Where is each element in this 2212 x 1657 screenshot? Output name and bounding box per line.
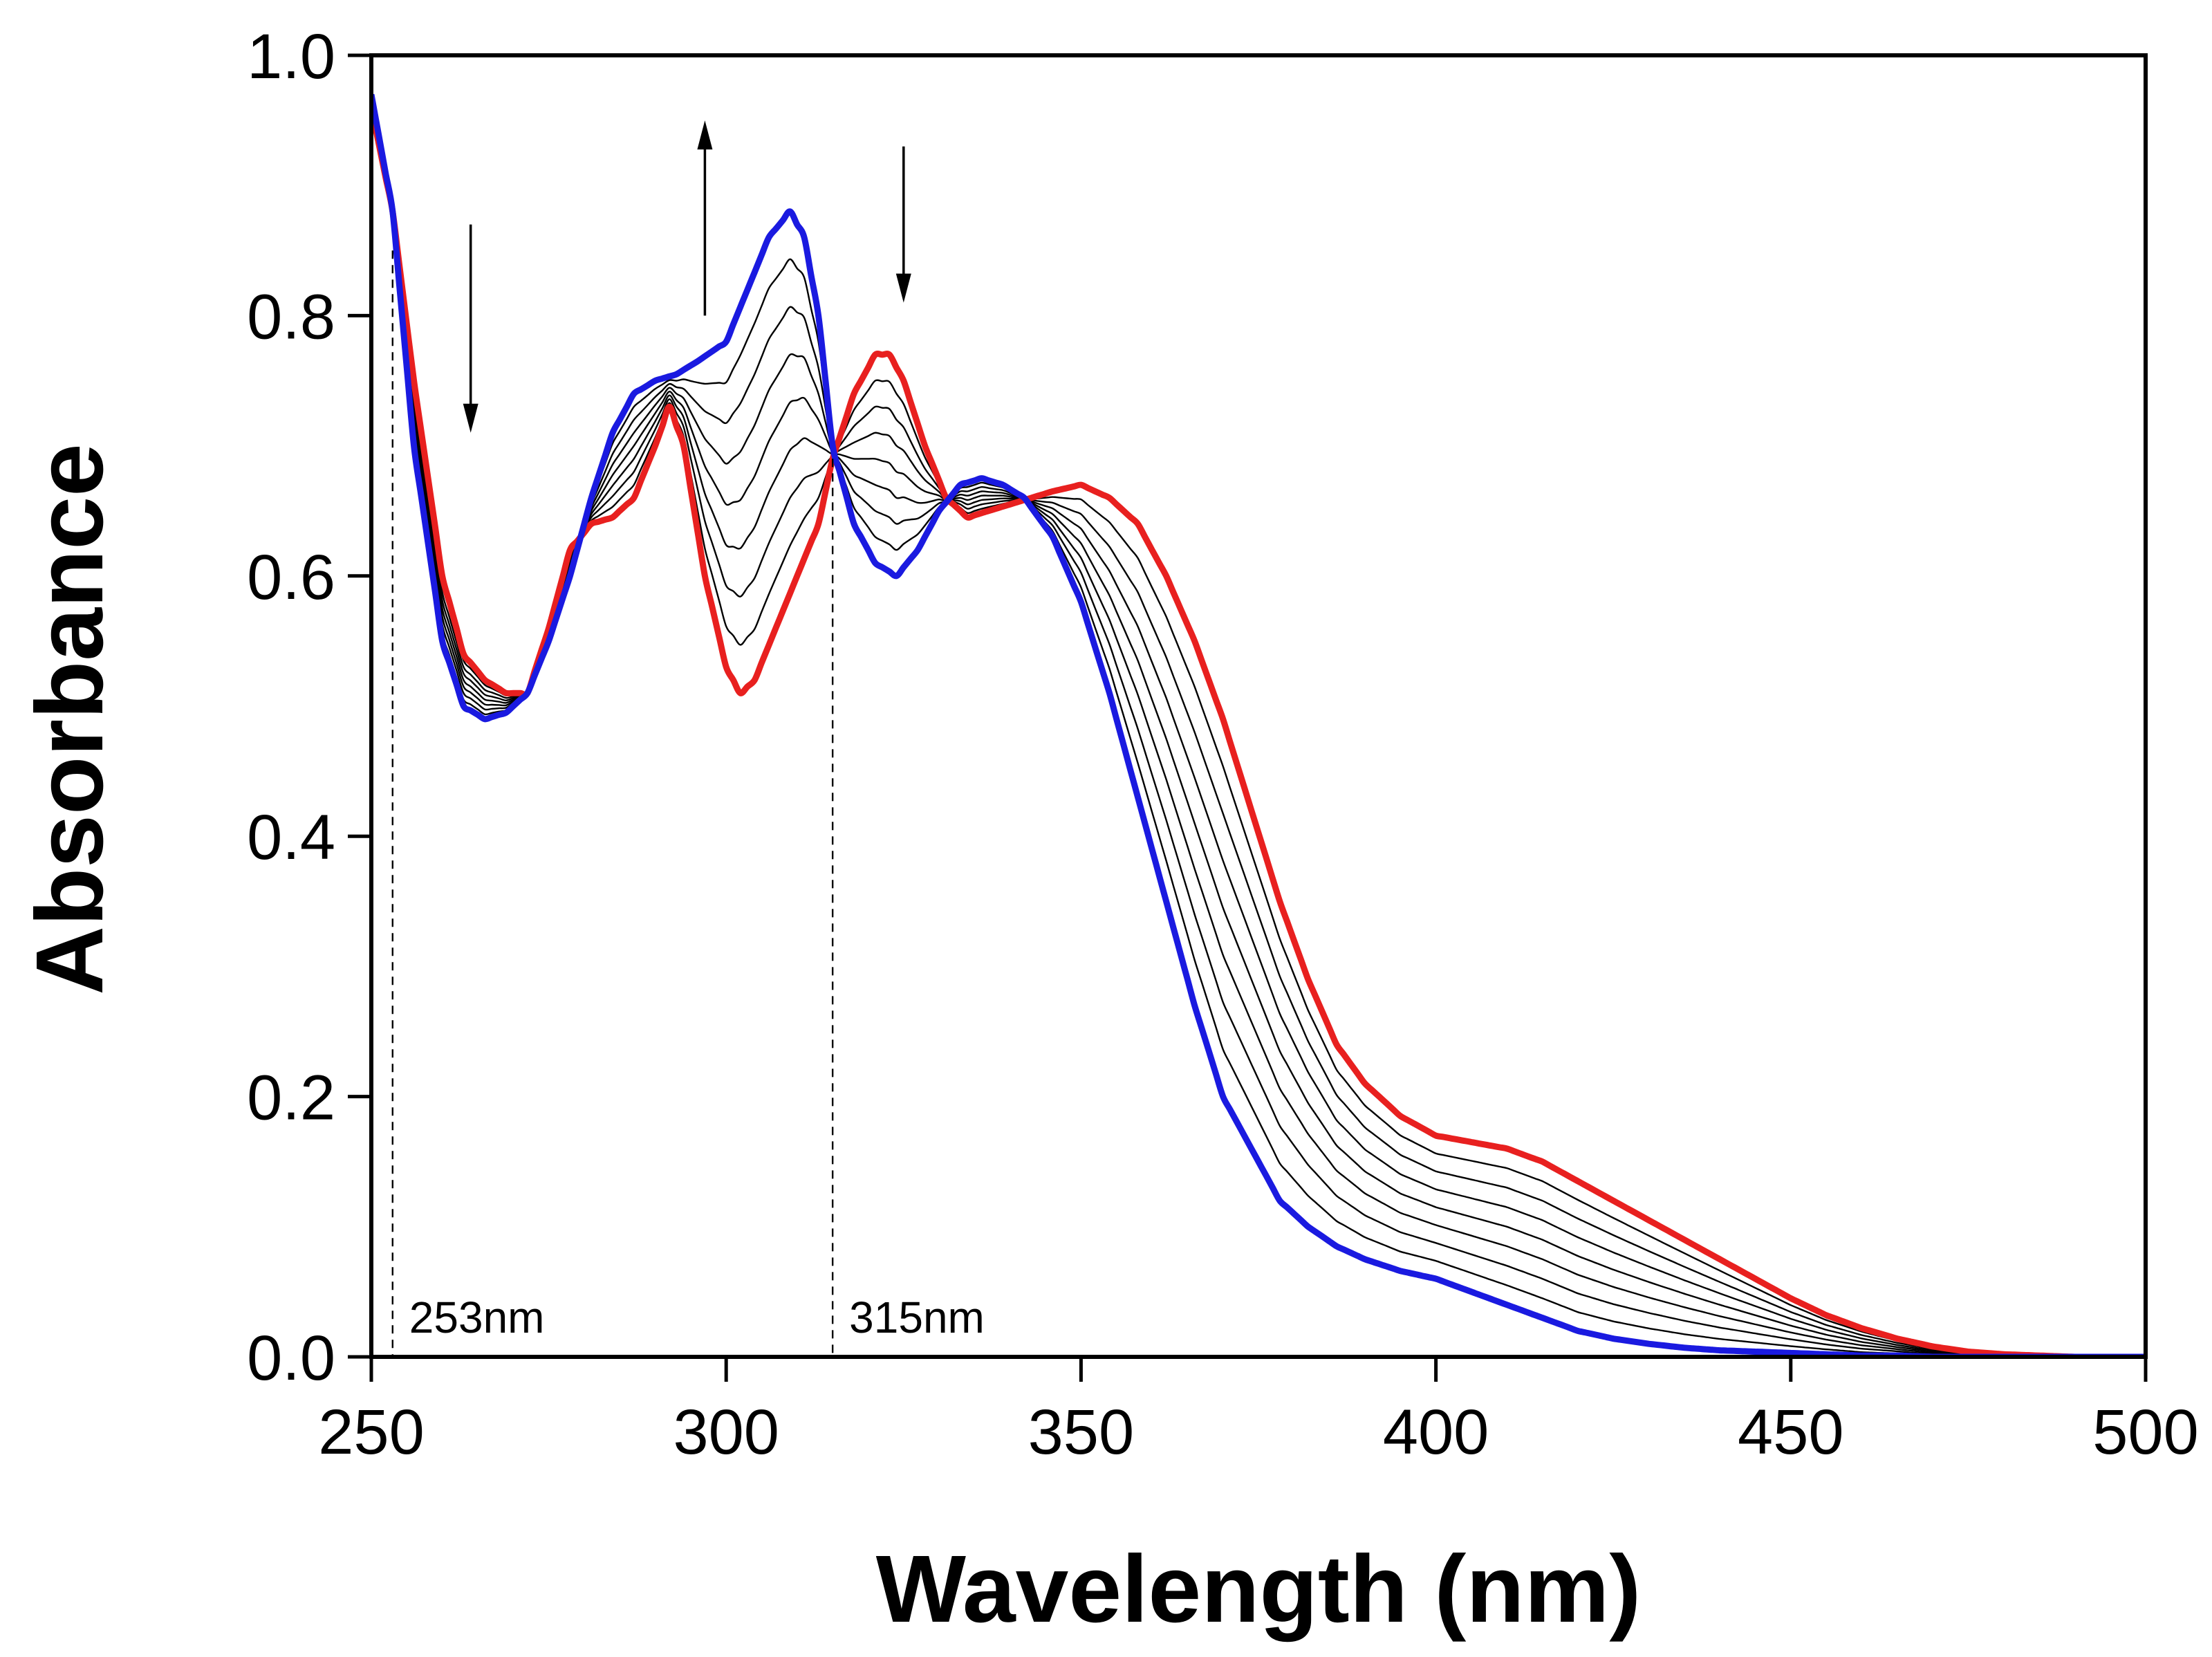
x-tick-label-250: 250 (318, 1397, 425, 1468)
x-tick-label-450: 450 (1738, 1397, 1844, 1468)
annotation-315nm: 315nm (849, 1293, 985, 1342)
isosbestic-lines-group (391, 250, 834, 1357)
y-tick-label-0.8: 0.8 (247, 281, 335, 352)
y-tick-label-0.2: 0.2 (247, 1063, 335, 1133)
x-tick-label-350: 350 (1028, 1397, 1135, 1468)
y-tick-label-0.6: 0.6 (247, 542, 335, 613)
tick-labels-group: 250 300 350 400 450 500 0.0 0.2 0.4 0.6 0.8 1.0 (247, 21, 2199, 1468)
intermediate-spectrum-5 (371, 99, 2146, 1357)
intermediate-spectrum-3 (371, 102, 2146, 1357)
arrow-down-1 (463, 224, 478, 433)
intermediate-spectrum-6 (371, 97, 2146, 1357)
y-axis-title: Absorbance (17, 443, 123, 995)
y-tick-label-0.4: 0.4 (247, 802, 335, 873)
annotation-253nm: 253nm (409, 1293, 545, 1342)
ticks-group (348, 53, 2148, 1382)
y-tick-label-1: 1.0 (247, 21, 335, 92)
x-tick-label-500: 500 (2092, 1397, 2199, 1468)
annotations-group: 253nm 315nm (409, 1293, 985, 1342)
x-tick-label-400: 400 (1383, 1397, 1489, 1468)
intermediate-spectrum-7 (371, 95, 2146, 1357)
y-tick-label-0: 0.0 (247, 1323, 335, 1394)
intermediate-spectrum-2 (371, 104, 2146, 1357)
plot-frame (369, 53, 2148, 1359)
intermediate-spectrum-4 (371, 100, 2146, 1357)
x-tick-label-300: 300 (673, 1397, 779, 1468)
arrow-up-2 (697, 120, 713, 316)
x-axis-title: Wavelength (nm) (876, 1536, 1642, 1642)
arrows-group (463, 120, 911, 433)
initial-spectrum-red (371, 107, 2146, 1357)
arrow-down-3 (895, 146, 911, 303)
